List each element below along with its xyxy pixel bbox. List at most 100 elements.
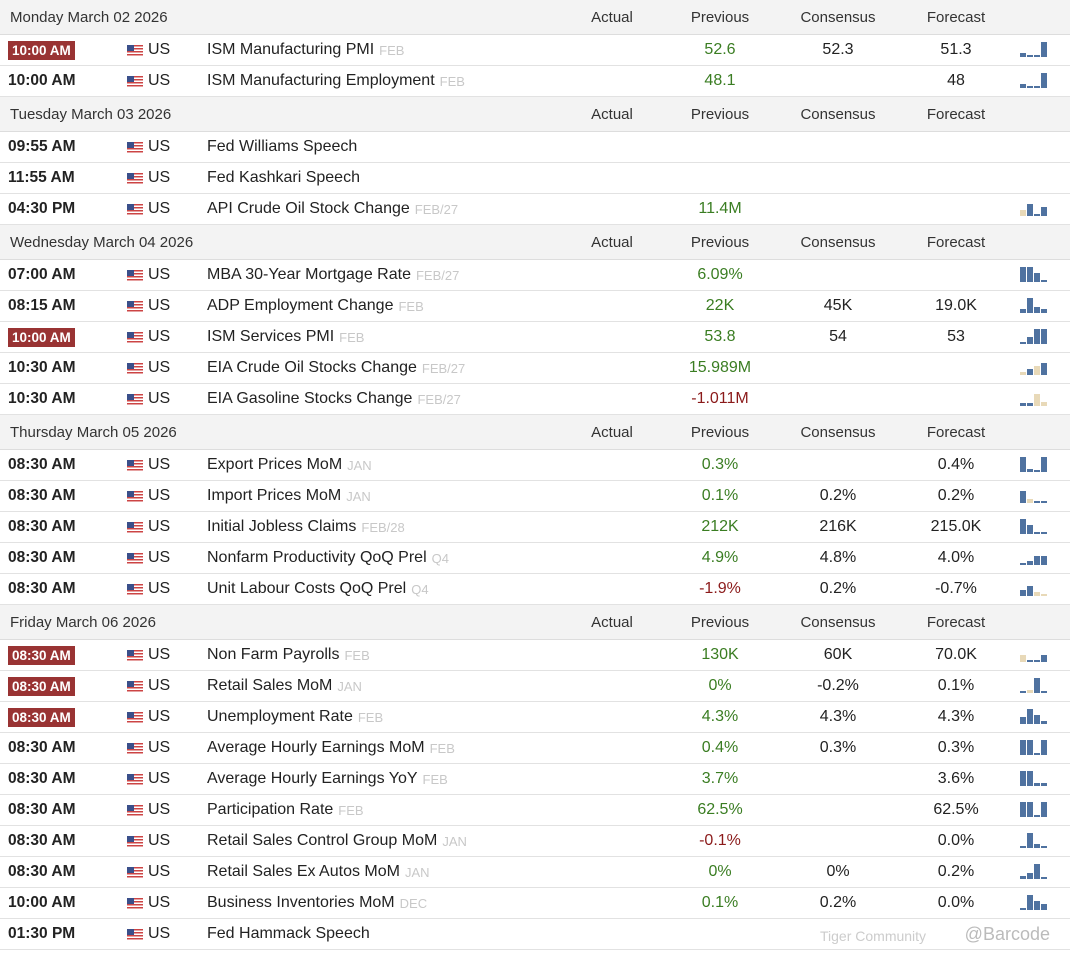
event-title: Retail Sales MoM [207,677,333,694]
event-name[interactable]: ADP Employment Change FEB [207,291,424,321]
event-name[interactable]: Unemployment Rate FEB [207,702,383,732]
us-flag-icon [127,712,143,723]
us-flag-icon [127,681,143,692]
history-sparkline[interactable] [1020,709,1050,724]
event-row[interactable]: 08:30 AM US Unemployment Rate FEB 4.3% 4.3% 4.… [0,702,1070,733]
history-sparkline[interactable] [1020,581,1050,596]
event-row[interactable]: 08:30 AM US Unit Labour Costs QoQ Prel Q4 -1… [0,574,1070,605]
previous-value: 4.3% [701,708,739,725]
event-name[interactable]: Business Inventories MoM DEC [207,888,427,918]
history-sparkline[interactable] [1020,488,1050,503]
event-name[interactable]: Retail Sales Control Group MoM JAN [207,826,467,856]
previous-value: 0.1% [701,487,739,504]
history-sparkline[interactable] [1020,329,1050,344]
event-time: 08:30 AM [8,512,75,542]
event-name[interactable]: Participation Rate FEB [207,795,364,825]
history-sparkline[interactable] [1020,802,1050,817]
forecast-value: 0.3% [937,739,975,756]
history-sparkline[interactable] [1020,42,1050,57]
event-row[interactable]: 08:30 AM US Average Hourly Earnings MoM FEB… [0,733,1070,764]
history-sparkline[interactable] [1020,678,1050,693]
history-sparkline[interactable] [1020,771,1050,786]
time-label: 10:00 AM [8,894,76,911]
history-sparkline[interactable] [1020,298,1050,313]
event-name[interactable]: Retail Sales Ex Autos MoM JAN [207,857,430,887]
history-sparkline[interactable] [1020,895,1050,910]
event-row[interactable]: 10:00 AM US ISM Manufacturing PMI FEB 52.6 52… [0,35,1070,66]
sparkline-bar [1034,470,1040,472]
history-sparkline[interactable] [1020,519,1050,534]
event-name[interactable]: Nonfarm Productivity QoQ Prel Q4 [207,543,449,573]
sparkline-bar [1027,873,1033,879]
event-row[interactable]: 08:30 AM US Initial Jobless Claims FEB/28 21… [0,512,1070,543]
event-name[interactable]: Import Prices MoM JAN [207,481,371,511]
sparkline-bar [1041,329,1047,344]
event-name[interactable]: EIA Crude Oil Stocks Change FEB/27 [207,353,465,383]
event-name[interactable]: Fed Hammack Speech [207,919,375,949]
event-row[interactable]: 08:30 AM US Nonfarm Productivity QoQ Prel Q… [0,543,1070,574]
forecast-value: 4.0% [937,549,975,566]
history-sparkline[interactable] [1020,201,1050,216]
event-row[interactable]: 07:00 AM US MBA 30-Year Mortgage Rate FEB/2… [0,260,1070,291]
time-label: 08:30 AM [8,456,76,473]
event-period: Q4 [431,550,449,566]
history-sparkline[interactable] [1020,864,1050,879]
history-sparkline[interactable] [1020,360,1050,375]
event-name[interactable]: ISM Manufacturing PMI FEB [207,35,404,65]
event-row[interactable]: 11:55 AM US Fed Kashkari Speech [0,163,1070,194]
forecast-value: 0.2% [937,863,975,880]
event-name[interactable]: Retail Sales MoM JAN [207,671,362,701]
event-row[interactable]: 04:30 PM US API Crude Oil Stock Change FEB/… [0,194,1070,225]
event-name[interactable]: Non Farm Payrolls FEB [207,640,370,670]
day-date: Thursday March 05 2026 [10,423,177,441]
event-row[interactable]: 09:55 AM US Fed Williams Speech [0,132,1070,163]
event-name[interactable]: API Crude Oil Stock Change FEB/27 [207,194,458,224]
event-row[interactable]: 08:30 AM US Retail Sales MoM JAN 0% -0.2% 0.1% [0,671,1070,702]
time-label: 11:55 AM [8,169,75,186]
event-row[interactable]: 10:00 AM US Business Inventories MoM DEC 0.1… [0,888,1070,919]
event-row[interactable]: 08:30 AM US Retail Sales Ex Autos MoM JAN 0%… [0,857,1070,888]
history-sparkline[interactable] [1020,457,1050,472]
event-name[interactable]: Fed Kashkari Speech [207,163,365,193]
event-name[interactable]: Initial Jobless Claims FEB/28 [207,512,405,542]
event-row[interactable]: 08:30 AM US Participation Rate FEB 62.5% 62.5… [0,795,1070,826]
sparkline-bar [1020,83,1026,88]
history-sparkline[interactable] [1020,740,1050,755]
event-name[interactable]: Export Prices MoM JAN [207,450,372,480]
country-code: US [148,863,171,880]
history-sparkline[interactable] [1020,391,1050,406]
event-name[interactable]: EIA Gasoline Stocks Change FEB/27 [207,384,461,414]
event-row[interactable]: 01:30 PM US Fed Hammack Speech [0,919,1070,950]
sparkline-bar [1034,901,1040,910]
day-header: Tuesday March 03 2026 Actual Previous Conse… [0,97,1070,132]
event-row[interactable]: 10:00 AM US ISM Services PMI FEB 53.8 54 53 [0,322,1070,353]
event-row[interactable]: 08:30 AM US Average Hourly Earnings YoY FEB… [0,764,1070,795]
event-name[interactable]: MBA 30-Year Mortgage Rate FEB/27 [207,260,459,290]
event-row[interactable]: 10:00 AM US ISM Manufacturing Employment FE… [0,66,1070,97]
history-sparkline[interactable] [1020,550,1050,565]
history-sparkline[interactable] [1020,833,1050,848]
event-name[interactable]: ISM Manufacturing Employment FEB [207,66,465,96]
event-row[interactable]: 08:15 AM US ADP Employment Change FEB 22K 45K… [0,291,1070,322]
event-row[interactable]: 08:30 AM US Import Prices MoM JAN 0.1% 0.2% 0.… [0,481,1070,512]
event-period: FEB/27 [417,391,461,407]
event-name[interactable]: Average Hourly Earnings YoY FEB [207,764,448,794]
history-sparkline[interactable] [1020,647,1050,662]
event-name[interactable]: Average Hourly Earnings MoM FEB [207,733,455,763]
event-title: Fed Williams Speech [207,138,358,155]
event-row[interactable]: 08:30 AM US Export Prices MoM JAN 0.3% 0.4% [0,450,1070,481]
event-name[interactable]: ISM Services PMI FEB [207,322,364,352]
history-sparkline[interactable] [1020,267,1050,282]
event-name[interactable]: Fed Williams Speech [207,132,362,162]
us-flag-icon [127,173,143,184]
event-row[interactable]: 08:30 AM US Non Farm Payrolls FEB 130K 60K 70.… [0,640,1070,671]
actual-value [552,702,672,732]
event-row[interactable]: 10:30 AM US EIA Gasoline Stocks Change FEB/… [0,384,1070,415]
us-flag-icon [127,76,143,87]
event-row[interactable]: 10:30 AM US EIA Crude Oil Stocks Change FEB… [0,353,1070,384]
us-flag-icon [127,836,143,847]
event-name[interactable]: Unit Labour Costs QoQ Prel Q4 [207,574,429,604]
time-label: 10:00 AM [8,72,76,89]
event-row[interactable]: 08:30 AM US Retail Sales Control Group MoM… [0,826,1070,857]
history-sparkline[interactable] [1020,73,1050,88]
